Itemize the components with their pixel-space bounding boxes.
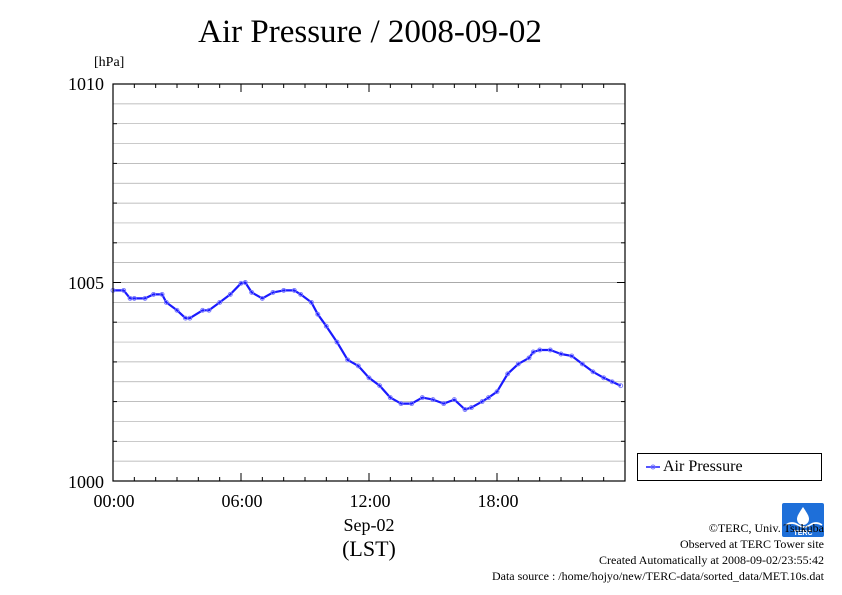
data-point bbox=[547, 347, 553, 353]
data-point bbox=[249, 289, 255, 295]
data-point bbox=[323, 323, 329, 329]
credit-data-source: Data source : /home/hojyo/new/TERC-data/… bbox=[491, 569, 824, 583]
grid-layer bbox=[113, 103, 625, 462]
data-point bbox=[131, 295, 137, 301]
data-point bbox=[291, 287, 297, 293]
data-point bbox=[159, 291, 165, 297]
credit-observed: Observed at TERC Tower site bbox=[679, 537, 824, 551]
x-axis-timezone-label: (LST) bbox=[342, 536, 396, 561]
credits-block: ©TERC, Univ. Tsukuba Observed at TERC To… bbox=[492, 520, 824, 584]
data-point bbox=[308, 299, 314, 305]
data-point bbox=[494, 389, 500, 395]
credit-copyright: ©TERC, Univ. Tsukuba bbox=[708, 521, 824, 535]
data-point bbox=[227, 291, 233, 297]
data-point bbox=[409, 401, 415, 407]
data-point bbox=[345, 357, 351, 363]
legend-swatch bbox=[646, 464, 660, 470]
data-point bbox=[315, 311, 321, 317]
data-point bbox=[281, 287, 287, 293]
data-point bbox=[468, 405, 474, 411]
terc-logo-icon: TERC bbox=[782, 503, 824, 537]
legend-label: Air Pressure bbox=[663, 458, 743, 475]
data-point bbox=[569, 353, 575, 359]
data-point bbox=[387, 395, 393, 401]
data-point bbox=[515, 361, 521, 367]
data-point bbox=[151, 291, 156, 297]
data-point bbox=[259, 295, 265, 301]
series-layer bbox=[110, 280, 624, 412]
y-tick-label-1000: 1000 bbox=[68, 472, 104, 492]
logo-text: TERC bbox=[793, 530, 812, 537]
data-point bbox=[200, 307, 206, 313]
data-point bbox=[377, 383, 383, 389]
x-tick-label-0000: 00:00 bbox=[93, 491, 135, 511]
data-point bbox=[142, 295, 148, 301]
data-point bbox=[270, 289, 276, 295]
data-point bbox=[462, 407, 468, 412]
data-point bbox=[398, 401, 404, 407]
data-point bbox=[298, 291, 304, 297]
x-tick-label-0600: 06:00 bbox=[221, 491, 263, 511]
x-axis-date-label: Sep-02 bbox=[343, 515, 395, 535]
data-point bbox=[334, 339, 340, 345]
data-point bbox=[441, 401, 447, 407]
chart-title: Air Pressure / 2008-09-02 bbox=[198, 14, 542, 50]
data-point bbox=[590, 369, 596, 375]
x-tick-label-1800: 18:00 bbox=[477, 491, 519, 511]
data-point bbox=[530, 349, 536, 355]
data-point bbox=[419, 395, 425, 401]
data-point bbox=[537, 347, 543, 353]
data-point bbox=[479, 399, 485, 405]
data-point bbox=[206, 307, 212, 313]
data-point bbox=[505, 371, 511, 377]
data-point bbox=[430, 397, 436, 403]
data-point bbox=[174, 307, 180, 313]
series-line-air-pressure bbox=[113, 281, 622, 411]
y-tick-label-1010: 1010 bbox=[68, 74, 104, 94]
data-point bbox=[618, 383, 624, 389]
data-point bbox=[486, 395, 491, 401]
data-point bbox=[609, 379, 615, 385]
plot-frame bbox=[112, 83, 626, 482]
data-point bbox=[163, 299, 169, 305]
credit-created: Created Automatically at 2008-09-02/23:5… bbox=[599, 553, 824, 567]
y-tick-label-1005: 1005 bbox=[68, 273, 104, 293]
data-point bbox=[121, 287, 127, 293]
x-tick-label-1200: 12:00 bbox=[349, 491, 391, 511]
data-point bbox=[451, 397, 457, 403]
data-point bbox=[187, 315, 193, 321]
legend: Air Pressure bbox=[637, 453, 822, 481]
data-point bbox=[366, 375, 372, 381]
data-point bbox=[601, 375, 607, 381]
data-point bbox=[526, 355, 532, 361]
data-point bbox=[217, 299, 223, 305]
data-point bbox=[558, 351, 564, 357]
data-point bbox=[579, 361, 585, 367]
data-point bbox=[355, 363, 361, 369]
data-point bbox=[242, 280, 248, 285]
y-axis-unit-label: [hPa] bbox=[94, 55, 125, 70]
